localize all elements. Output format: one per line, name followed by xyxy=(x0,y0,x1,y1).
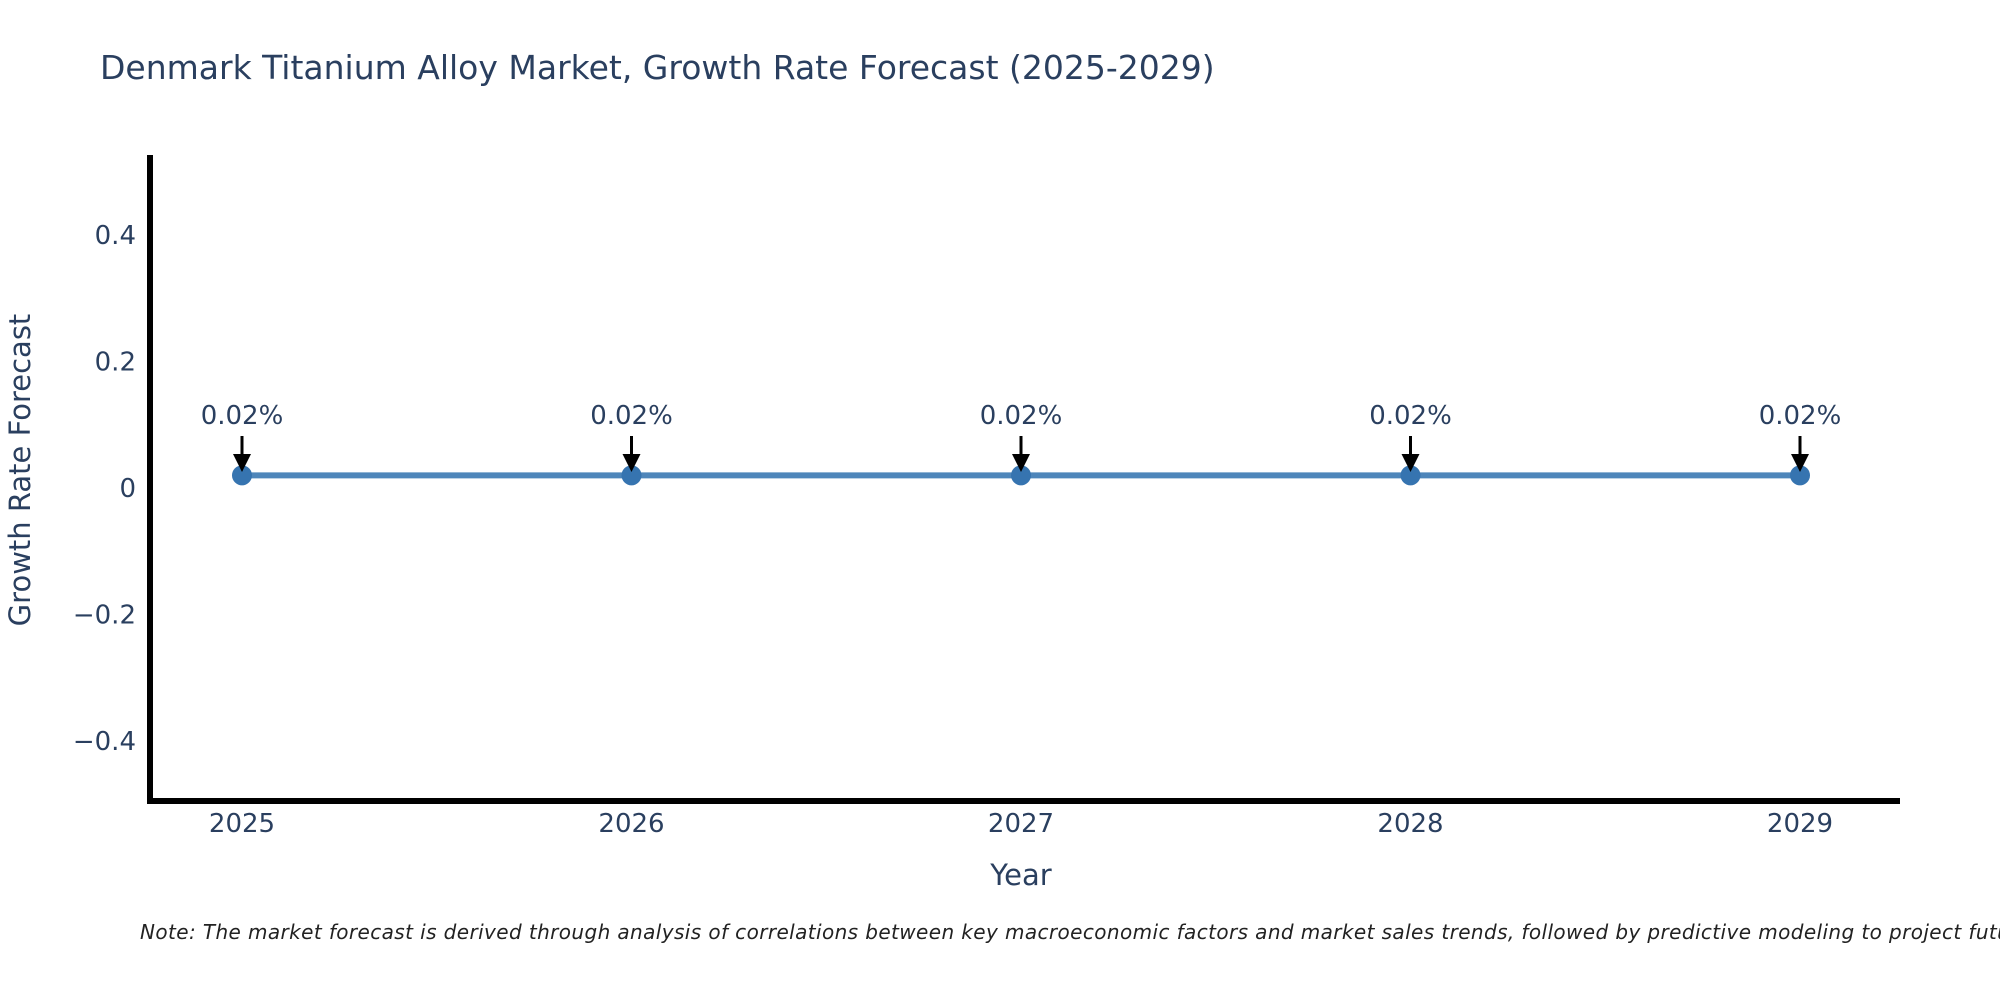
annotation-label: 0.02% xyxy=(980,401,1063,431)
data-point-marker[interactable] xyxy=(621,465,642,486)
y-tick-label: 0 xyxy=(119,474,136,504)
annotation-label: 0.02% xyxy=(1369,401,1452,431)
x-tick-label: 2028 xyxy=(1377,809,1443,839)
footnote: Note: The market forecast is derived thr… xyxy=(140,920,2000,944)
annotation-arrowhead-icon xyxy=(233,454,251,472)
y-axis-line xyxy=(147,155,153,804)
y-tick-label: −0.4 xyxy=(73,727,136,757)
x-axis-title: Year xyxy=(989,858,1051,892)
annotation-label: 0.02% xyxy=(201,401,284,431)
chart-title: Denmark Titanium Alloy Market, Growth Ra… xyxy=(100,48,1215,87)
annotation-arrowhead-icon xyxy=(1791,454,1809,472)
x-tick-label: 2027 xyxy=(988,809,1054,839)
y-axis-title: Growth Rate Forecast xyxy=(3,314,37,627)
annotation-arrowhead-icon xyxy=(1401,454,1420,472)
y-tick-label: −0.2 xyxy=(73,601,136,631)
data-point-marker[interactable] xyxy=(232,465,252,486)
annotation-arrowhead-icon xyxy=(622,454,641,472)
data-point-marker[interactable] xyxy=(1400,465,1421,486)
annotation-label: 0.02% xyxy=(1759,401,1842,431)
annotation-arrowhead-icon xyxy=(1012,454,1030,472)
point-annotations: 0.02% 0.02% 0.02% 0.02% 0.02% xyxy=(201,401,1842,472)
annotation-label: 0.02% xyxy=(590,401,673,431)
data-point-marker[interactable] xyxy=(1011,465,1031,486)
plot-area: 0.4 0.2 0 −0.2 −0.4 2025 2026 2027 2028 2029 0.0… xyxy=(73,155,1900,839)
y-tick-label: 0.2 xyxy=(95,348,136,378)
x-tick-label: 2025 xyxy=(209,809,275,839)
series-growth-rate xyxy=(232,465,1810,486)
x-axis-tick-labels: 2025 2026 2027 2028 2029 xyxy=(209,809,1833,839)
data-point-marker[interactable] xyxy=(1790,465,1810,486)
x-tick-label: 2026 xyxy=(598,809,664,839)
y-tick-label: 0.4 xyxy=(95,221,136,251)
y-axis-tick-labels: 0.4 0.2 0 −0.2 −0.4 xyxy=(73,221,136,757)
x-axis-line xyxy=(147,798,1900,804)
x-tick-label: 2029 xyxy=(1767,809,1833,839)
